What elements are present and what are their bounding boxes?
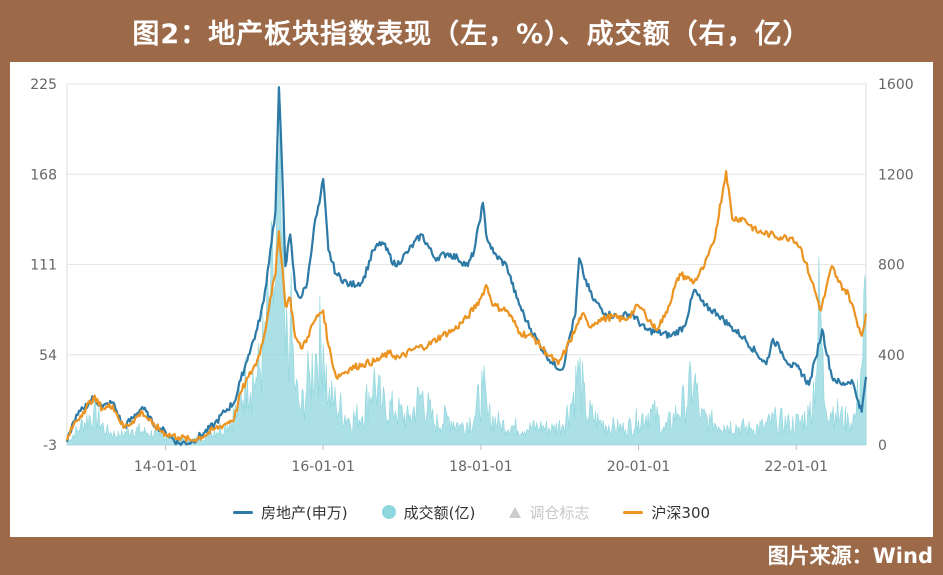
y-right-tick-label: 1600	[878, 77, 914, 93]
legend-triangle-icon	[509, 506, 522, 518]
axis-layer: -3 54 111 168 225 0 400 800 1200 1600 14-01-01 16-0…	[30, 77, 913, 475]
real-estate-index-line	[65, 86, 868, 446]
y-left-tick-label: 225	[30, 77, 57, 93]
y-right-tick-label: 0	[878, 438, 887, 454]
legend-item[interactable]: 沪深300	[623, 502, 710, 523]
legend-line-swatch	[232, 510, 253, 514]
x-tick-label: 14-01-01	[134, 459, 198, 475]
chart-panel: -3 54 111 168 225 0 400 800 1200 1600 14-01-01 16-0…	[10, 62, 933, 537]
chart-legend: 房地产(申万) 成交额(亿) 调仓标志 沪深300	[10, 498, 933, 526]
legend-dot-swatch	[381, 505, 396, 519]
legend-item[interactable]: 调仓标志	[509, 502, 589, 523]
x-tick-label: 18-01-01	[449, 459, 513, 475]
legend-label: 调仓标志	[529, 503, 590, 522]
legend-label: 成交额(亿)	[403, 503, 476, 522]
x-tick-label: 16-01-01	[291, 459, 355, 475]
x-tick-label: 22-01-01	[765, 459, 829, 475]
legend-line-swatch	[623, 510, 644, 514]
chart-canvas: -3 54 111 168 225 0 400 800 1200 1600 14-01-01 16-0…	[30, 77, 913, 475]
y-left-tick-label: 168	[30, 167, 57, 183]
legend-label: 沪深300	[651, 503, 711, 522]
y-left-tick-label: 54	[39, 348, 57, 364]
legend-label: 房地产(申万)	[260, 503, 348, 522]
y-left-tick-label: -3	[43, 438, 57, 454]
source-note: 图片来源：Wind	[767, 544, 933, 568]
title-bar: 图2：地产板块指数表现（左，%）、成交额（右，亿）	[0, 0, 943, 62]
csi300-line	[65, 170, 868, 443]
figure-title: 图2：地产板块指数表现（左，%）、成交额（右，亿）	[132, 18, 811, 50]
y-right-tick-label: 400	[878, 348, 905, 364]
y-right-tick-label: 800	[878, 258, 905, 274]
y-left-tick-label: 111	[30, 258, 57, 274]
turnover-area-layer	[66, 90, 867, 446]
legend-item[interactable]: 房地产(申万)	[232, 502, 348, 523]
x-tick-label: 20-01-01	[607, 459, 671, 475]
turnover-area	[66, 90, 867, 446]
source-bar: 图片来源：Wind	[768, 537, 933, 573]
y-right-tick-label: 1200	[878, 167, 914, 183]
line-layer	[65, 86, 868, 446]
legend-item[interactable]: 成交额(亿)	[381, 502, 476, 523]
